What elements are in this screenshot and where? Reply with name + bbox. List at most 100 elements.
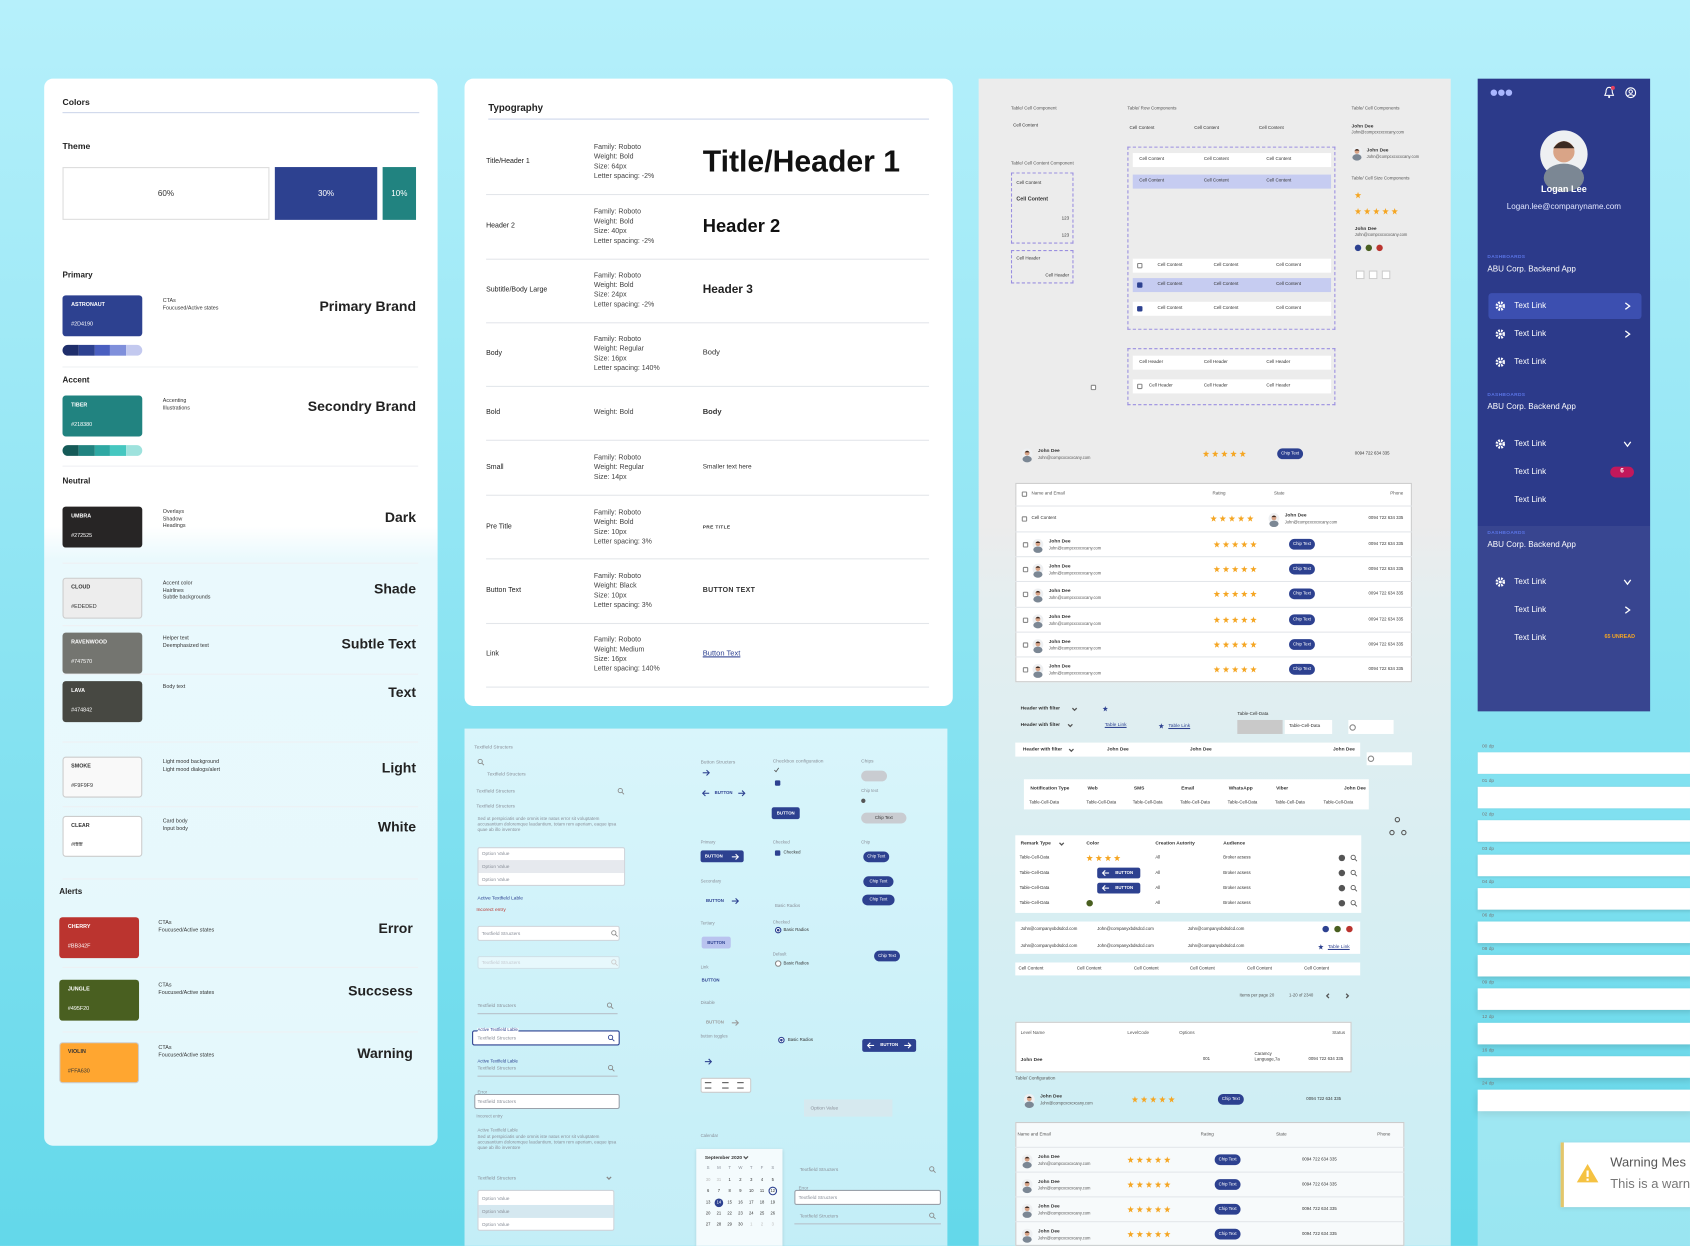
phone: 0094 722 634 335 xyxy=(1368,514,1404,521)
level: Level Name xyxy=(1020,1029,1045,1036)
textfield xyxy=(477,925,620,941)
rating-stars xyxy=(1210,515,1256,522)
desc: CTAs xyxy=(158,982,172,989)
sample: Header 3 xyxy=(702,283,753,297)
textfield: Textfield Structers xyxy=(477,1175,517,1181)
text: Text Link xyxy=(1514,466,1547,477)
button: BUTTON xyxy=(1115,869,1134,875)
avatar xyxy=(1540,130,1588,193)
button: BUTTON xyxy=(880,1041,899,1048)
color-swatch xyxy=(62,395,143,437)
grey-cell xyxy=(1237,719,1283,734)
email: John@compcxcxcxcany.com xyxy=(1037,455,1091,461)
chip: Chip Text xyxy=(1218,1156,1237,1162)
elevations: 06 dp xyxy=(1481,912,1495,918)
rating-stars xyxy=(1131,1096,1178,1103)
dates: 24 xyxy=(748,1211,754,1216)
tag: 65 UNREAD xyxy=(1604,633,1636,641)
filter: Header with filter xyxy=(1022,746,1063,752)
label: DASHBOARDS xyxy=(1487,391,1526,398)
specs: Letter spacing: 140% xyxy=(593,664,660,673)
chip: Chip Text xyxy=(1293,540,1311,547)
option-row xyxy=(478,860,625,874)
email: John@compcxcxcxcany.com xyxy=(1351,130,1405,135)
arrow-icon xyxy=(731,897,740,905)
dates: 12 xyxy=(770,1188,776,1194)
company-email: John@companyxbdsdcd.com xyxy=(1020,942,1078,949)
name: Title/Header 1 xyxy=(486,157,530,166)
cell-data: Table-Cell-Data xyxy=(1019,869,1050,875)
dates: 23 xyxy=(738,1211,743,1216)
color-dot xyxy=(1354,244,1362,252)
label: Warning xyxy=(357,1044,413,1062)
elevation-card xyxy=(1477,820,1690,842)
cells: Table/ Cell Components xyxy=(1351,105,1400,111)
cell-content: Cell Content xyxy=(1213,304,1239,310)
chip xyxy=(1277,448,1304,460)
desc: CTAs xyxy=(158,1044,172,1051)
desc: Foucused/Active states xyxy=(158,926,215,933)
hex: #747570 xyxy=(71,658,93,666)
dates: 29 xyxy=(727,1222,732,1227)
textfield: Textfield Structers xyxy=(799,1166,839,1173)
desc: Deemphasized text xyxy=(162,641,209,649)
elevation-card xyxy=(1477,888,1690,910)
dates: 6 xyxy=(706,1188,710,1194)
color-swatch xyxy=(62,506,143,548)
divider xyxy=(62,625,419,627)
divider xyxy=(477,1013,618,1015)
specs: Letter spacing: -2% xyxy=(593,172,655,180)
chip: Chip Text xyxy=(1293,590,1311,596)
notification: Web xyxy=(1087,785,1098,791)
sample: Header 2 xyxy=(702,215,781,237)
desc: Helper text xyxy=(162,634,189,642)
kinds: Link xyxy=(700,964,709,970)
divider xyxy=(1015,1171,1405,1173)
cell-data: Table-Cell-Data xyxy=(1180,799,1210,805)
config: Table/ Configuration xyxy=(1015,1075,1056,1081)
size: Table/ Cell Size Components xyxy=(1351,175,1410,181)
dashed-box xyxy=(1010,172,1074,244)
radios: Basic Radios xyxy=(783,926,809,932)
dates: 15 xyxy=(727,1200,732,1205)
search-icon xyxy=(617,787,625,795)
cell-header: Cell Header xyxy=(1148,382,1173,388)
specs: Weight: Bold xyxy=(593,408,634,417)
specs: Weight: Regular xyxy=(593,344,644,353)
arrow-icon xyxy=(731,853,740,860)
color-swatch xyxy=(62,295,143,337)
cell-content: Cell Content xyxy=(1266,177,1292,183)
divider xyxy=(1015,1196,1405,1198)
name: CLEAR xyxy=(71,822,90,829)
name: TIBER xyxy=(71,402,88,409)
textfield: Textfield Structers xyxy=(476,788,515,794)
dates: 5 xyxy=(771,1177,774,1183)
primary-button xyxy=(700,850,744,863)
cell-data: Table-Cell-Data xyxy=(1323,799,1354,805)
header: Rating xyxy=(1200,1131,1214,1137)
cell-content: Cell Content xyxy=(1018,965,1044,971)
option: Option Value xyxy=(481,1221,510,1227)
chevron-icon xyxy=(1059,842,1065,846)
chip xyxy=(1289,563,1315,575)
icon xyxy=(1338,884,1346,892)
chip xyxy=(1214,1228,1241,1240)
rating-stars xyxy=(1213,616,1260,623)
chip: Chip Text xyxy=(1218,1180,1237,1187)
rating-stars xyxy=(1354,208,1401,215)
notification: John Dee xyxy=(1344,785,1366,791)
rating-stars xyxy=(1213,666,1260,673)
dot xyxy=(1490,89,1498,96)
company-email: John@companyxbdsdcd.com xyxy=(1187,942,1245,949)
divider xyxy=(1015,606,1412,608)
cell-header: Cell Header xyxy=(1203,382,1228,388)
access: Broker acsess xyxy=(1223,854,1251,860)
desc: CTAs xyxy=(158,919,172,926)
cell-content: Cell Content xyxy=(1304,965,1329,971)
specs: Family: Roboto xyxy=(593,143,641,151)
name: Pre Title xyxy=(486,523,512,531)
dashed-box xyxy=(1127,348,1336,406)
avatar xyxy=(1032,563,1044,578)
swatches: 10% xyxy=(391,188,408,198)
